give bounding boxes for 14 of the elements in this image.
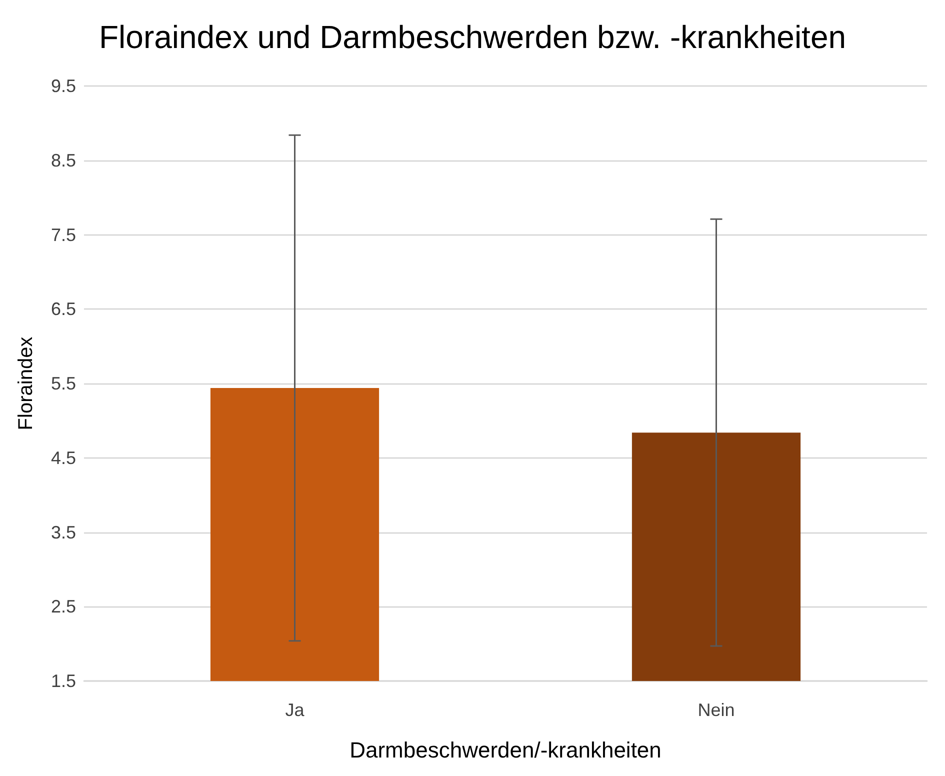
y-tick-label: 9.5 <box>50 76 76 96</box>
y-tick-label: 1.5 <box>50 671 76 691</box>
chart-title: Floraindex und Darmbeschwerden bzw. -krankheiten <box>98 19 846 55</box>
y-tick-label: 4.5 <box>50 448 76 468</box>
y-tick-label: 3.5 <box>50 522 76 542</box>
x-tick-label: Nein <box>698 700 735 720</box>
y-axis-title: Floraindex <box>15 336 37 430</box>
y-tick-label: 7.5 <box>50 224 76 245</box>
x-tick-label: Ja <box>285 700 306 720</box>
x-axis-title: Darmbeschwerden/-krankheiten <box>350 738 662 762</box>
y-tick-label: 8.5 <box>50 150 76 170</box>
y-tick-label: 6.5 <box>50 299 76 320</box>
y-tick-label: 5.5 <box>50 374 76 394</box>
y-tick-label: 2.5 <box>50 596 76 617</box>
